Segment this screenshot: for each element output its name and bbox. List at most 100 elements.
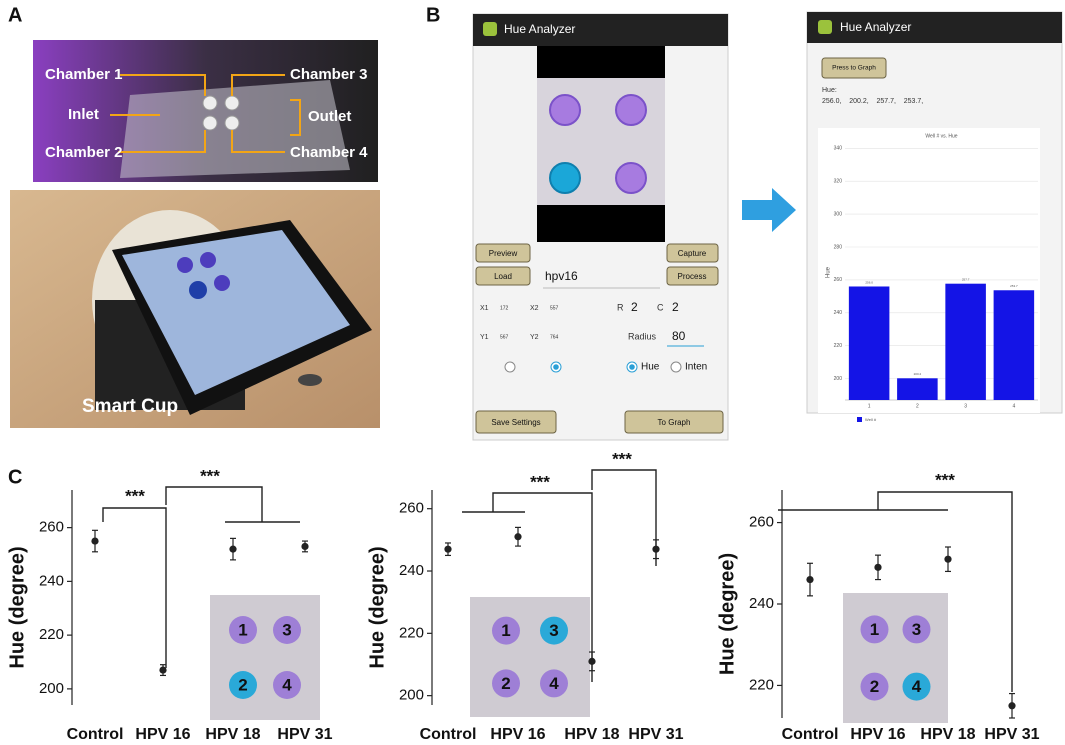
panel-label: A (8, 4, 22, 26)
insets (210, 593, 948, 723)
significance: *** (530, 472, 550, 491)
button[interactable]: Process (678, 272, 707, 281)
well (540, 669, 568, 698)
field-value: 764 (550, 334, 559, 340)
y-axis-label: Hue (degree) (716, 553, 738, 675)
well-label: 4 (549, 674, 559, 693)
field-value: 567 (500, 334, 509, 340)
point (301, 542, 309, 551)
app-title: Hue Analyzer (504, 22, 575, 36)
y-tick-label: 300 (834, 211, 843, 217)
well (902, 672, 931, 701)
value-label: 253.7 (1010, 284, 1018, 288)
well-label: 2 (501, 674, 510, 693)
x-tick-label: HPV 31 (277, 726, 332, 743)
photo-label: Inlet (68, 106, 99, 123)
photo-label: Chamber 4 (290, 144, 368, 161)
y-tick-label: 200 (399, 687, 424, 704)
x-tick-label: HPV 31 (628, 726, 683, 743)
point (1008, 702, 1016, 710)
well-label: 3 (549, 621, 558, 640)
x-tick-label: 4 (1012, 403, 1015, 409)
well (902, 615, 931, 644)
y-tick-label: 240 (399, 562, 424, 579)
x-tick-label: HPV 16 (850, 726, 905, 743)
y-tick-label: 240 (749, 595, 774, 612)
y-tick-label: 260 (39, 519, 64, 536)
y-tick-label: 200 (834, 376, 843, 382)
point (91, 537, 99, 545)
well-label: 3 (282, 620, 291, 639)
well (492, 669, 520, 698)
value-label: 256.0 (865, 280, 873, 284)
field-label: Y1 (480, 334, 489, 341)
device-photo: Chamber 1 Chamber 3 Inlet Outlet Chamber… (33, 40, 378, 182)
y-tick-label: 320 (834, 179, 843, 185)
x-tick-label: Control (782, 726, 839, 743)
button[interactable]: Preview (489, 249, 518, 258)
well (540, 616, 568, 645)
well-label: 1 (870, 620, 879, 639)
point (229, 545, 237, 553)
well-label: 2 (238, 675, 247, 694)
legend-swatch (857, 417, 862, 422)
point (806, 575, 814, 584)
y-tick-label: 220 (399, 624, 424, 641)
panel-label: C (8, 466, 22, 488)
cup-photo: Smart Cup (10, 190, 380, 428)
y-tick-label: 240 (834, 310, 843, 316)
field-label: C (657, 302, 664, 312)
well (860, 672, 889, 701)
y-tick-label: 200 (39, 680, 64, 697)
button[interactable]: To Graph (658, 418, 691, 427)
field-label: Radius (628, 331, 657, 341)
significance-brackets (102, 469, 1013, 692)
field-label: Y2 (530, 334, 539, 341)
field-value: 172 (500, 305, 509, 311)
y-tick-label: 260 (399, 500, 424, 517)
well-label: 3 (912, 620, 921, 639)
significance: *** (935, 470, 955, 489)
well-label: 4 (912, 677, 922, 696)
app-screen: Hue Analyzer Preview Capture Load Proces… (472, 13, 729, 441)
button[interactable]: Save Settings (491, 418, 540, 427)
well (273, 616, 301, 644)
field-value: 2 (672, 300, 679, 314)
bar (993, 290, 1035, 400)
point (652, 545, 660, 553)
point (588, 657, 596, 665)
field-label: X2 (530, 305, 539, 312)
field-value: 557 (550, 305, 559, 311)
button[interactable]: Capture (678, 249, 707, 258)
button[interactable]: Load (494, 272, 512, 281)
y-tick-label: 340 (834, 146, 843, 152)
well (860, 615, 889, 644)
chart-title: Well # vs. Hue (925, 133, 957, 139)
panel-label: B (426, 4, 440, 26)
y-tick-label: 220 (834, 343, 843, 349)
point (874, 563, 882, 571)
well-label: 1 (238, 620, 247, 639)
photo-label: Smart Cup (82, 396, 178, 417)
button[interactable]: Press to Graph (832, 65, 876, 72)
hue-heading: Hue: (822, 87, 837, 94)
significance: *** (200, 466, 220, 485)
radio-label[interactable]: Hue (641, 362, 660, 373)
well-label: 4 (282, 675, 292, 694)
point (159, 666, 167, 674)
field-label: X1 (480, 305, 489, 312)
x-tick-label: HPV 16 (135, 726, 190, 743)
y-tick-label: 240 (39, 572, 64, 589)
hue-values: 256.0, 200.2, 257.7, 253.7, (822, 98, 923, 105)
y-tick-label: 220 (39, 626, 64, 643)
well (229, 671, 257, 699)
well (492, 616, 520, 645)
radio-label[interactable]: Inten (685, 362, 707, 373)
x-tick-label: HPV 18 (564, 726, 619, 743)
bar (897, 378, 938, 400)
x-tick-label: Control (67, 726, 124, 743)
x-tick-label: 3 (964, 403, 967, 409)
y-tick-label: 260 (834, 277, 843, 283)
field-value: 80 (672, 329, 686, 343)
point (444, 545, 452, 553)
